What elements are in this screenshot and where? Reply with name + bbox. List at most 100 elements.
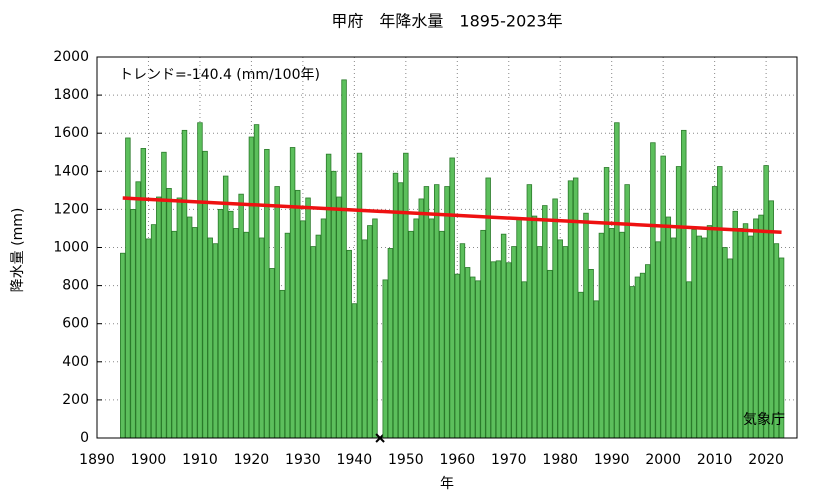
bar — [742, 223, 749, 439]
bar — [696, 235, 702, 439]
bar — [176, 197, 183, 439]
bar — [732, 210, 738, 439]
y-tick-label: 200 — [62, 392, 89, 408]
x-tick-label: 1940 — [337, 452, 373, 468]
bar — [475, 280, 481, 439]
bar — [408, 230, 414, 439]
bar — [567, 180, 574, 439]
bar — [428, 218, 435, 439]
bar — [650, 142, 656, 439]
bar — [480, 229, 486, 439]
bar — [217, 208, 224, 439]
bar — [778, 257, 785, 439]
bar — [670, 237, 677, 439]
bar — [583, 212, 589, 439]
bar — [387, 248, 394, 439]
bar — [150, 224, 157, 439]
y-tick-label: 2000 — [53, 49, 89, 65]
x-tick-label: 2000 — [645, 452, 681, 468]
bar — [449, 157, 455, 439]
bar — [547, 269, 553, 439]
bar — [279, 289, 286, 439]
bar — [361, 239, 368, 439]
x-tick-label: 2020 — [748, 452, 784, 468]
chart-title: 甲府 年降水量 1895-2023年 — [331, 12, 562, 31]
bar — [490, 261, 497, 439]
bar — [156, 196, 162, 439]
bar — [135, 181, 141, 439]
bar — [655, 241, 661, 439]
bar — [253, 124, 260, 439]
bar — [521, 281, 527, 439]
y-tick-label: 1400 — [53, 163, 89, 179]
y-tick-label: 400 — [62, 354, 89, 370]
x-tick-label: 1900 — [131, 452, 167, 468]
bar — [758, 214, 764, 439]
bar — [346, 249, 352, 439]
bar — [753, 218, 759, 439]
bar — [367, 225, 373, 439]
bar — [464, 267, 471, 439]
bar — [675, 166, 682, 439]
bar — [161, 151, 167, 439]
bar — [562, 246, 569, 439]
bar — [495, 260, 502, 439]
bar — [403, 152, 409, 439]
bar — [686, 281, 692, 439]
bar — [634, 276, 641, 439]
bar — [372, 218, 378, 439]
bar — [511, 246, 517, 439]
bar — [557, 239, 563, 439]
y-tick-label: 0 — [80, 430, 89, 446]
bar — [192, 227, 198, 439]
bar — [197, 122, 203, 439]
bar — [413, 218, 419, 439]
bar — [228, 210, 234, 439]
bar — [269, 268, 275, 439]
y-tick-label: 800 — [62, 278, 89, 294]
bar — [356, 152, 363, 439]
bar — [516, 218, 522, 439]
bar — [295, 189, 301, 439]
x-tick-label: 1960 — [439, 452, 475, 468]
source: 気象庁 — [743, 412, 785, 428]
bar — [470, 276, 476, 439]
bar — [145, 238, 152, 439]
x-tick-label: 1890 — [79, 452, 115, 468]
bar — [233, 228, 239, 439]
plot-frame — [96, 56, 798, 439]
bar — [722, 247, 728, 439]
bar — [506, 262, 512, 439]
bar — [706, 225, 713, 439]
bar — [542, 205, 548, 439]
bar — [717, 166, 723, 439]
bar — [325, 153, 332, 439]
bar — [202, 150, 208, 439]
bar — [645, 264, 651, 439]
bar — [768, 200, 774, 439]
bar — [500, 233, 507, 439]
y-axis-label: 降水量 (mm) — [10, 208, 26, 293]
x-axis-label: 年 — [440, 476, 454, 492]
bar — [289, 147, 296, 439]
bar — [264, 148, 270, 439]
bar — [341, 79, 347, 439]
bar — [598, 232, 605, 439]
trend-line — [122, 196, 782, 235]
bar — [125, 137, 131, 439]
bar — [222, 175, 229, 439]
x-tick-label: 1910 — [182, 452, 218, 468]
x-tick-label: 1970 — [491, 452, 527, 468]
y-tick-label: 1600 — [53, 125, 89, 141]
x-tick-label: 1950 — [388, 452, 424, 468]
bar — [351, 303, 358, 439]
bar — [181, 129, 188, 439]
bar — [681, 129, 687, 439]
x-tick-label: 1980 — [542, 452, 578, 468]
bar — [608, 228, 615, 439]
bar — [660, 155, 666, 439]
bar — [552, 198, 558, 439]
bar — [274, 186, 280, 439]
bar — [665, 216, 672, 439]
bar — [336, 196, 342, 439]
